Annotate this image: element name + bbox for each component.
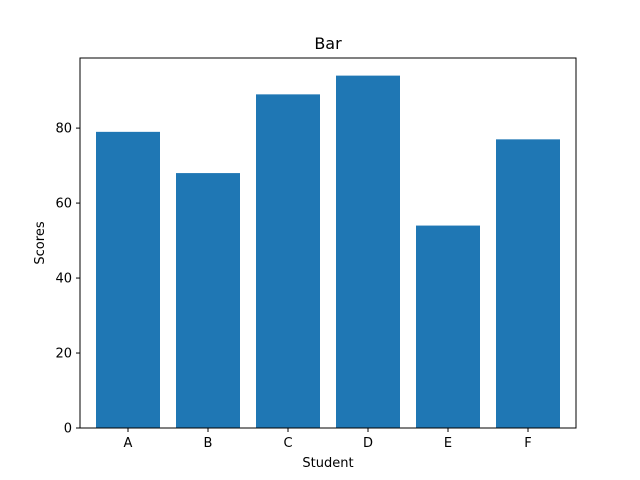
y-axis-ticks: 0 20 40 60 80 — [55, 122, 80, 437]
y-tick-label-60: 60 — [55, 197, 72, 212]
bar-D — [336, 75, 400, 428]
x-axis-label: Student — [302, 456, 353, 471]
bar-B — [176, 173, 240, 428]
x-tick-label-F: F — [524, 436, 531, 451]
x-tick-label-B: B — [204, 436, 213, 451]
x-tick-label-D: D — [363, 436, 373, 451]
bar-A — [96, 131, 160, 429]
y-axis-label: Scores — [33, 221, 48, 264]
x-tick-label-E: E — [444, 436, 452, 451]
bars-group — [96, 75, 560, 429]
bar-C — [256, 94, 320, 428]
bar-F — [496, 139, 560, 428]
y-tick-label-0: 0 — [64, 422, 72, 437]
y-tick-label-40: 40 — [55, 272, 72, 287]
y-tick-label-20: 20 — [55, 347, 72, 362]
y-tick-label-80: 80 — [55, 122, 72, 137]
chart-title: Bar — [314, 34, 342, 53]
bar-E — [416, 225, 480, 428]
x-tick-label-A: A — [124, 436, 133, 451]
plot-frame — [79, 57, 577, 429]
x-tick-label-C: C — [283, 436, 292, 451]
x-axis-ticks: A B C D E F — [124, 428, 532, 451]
